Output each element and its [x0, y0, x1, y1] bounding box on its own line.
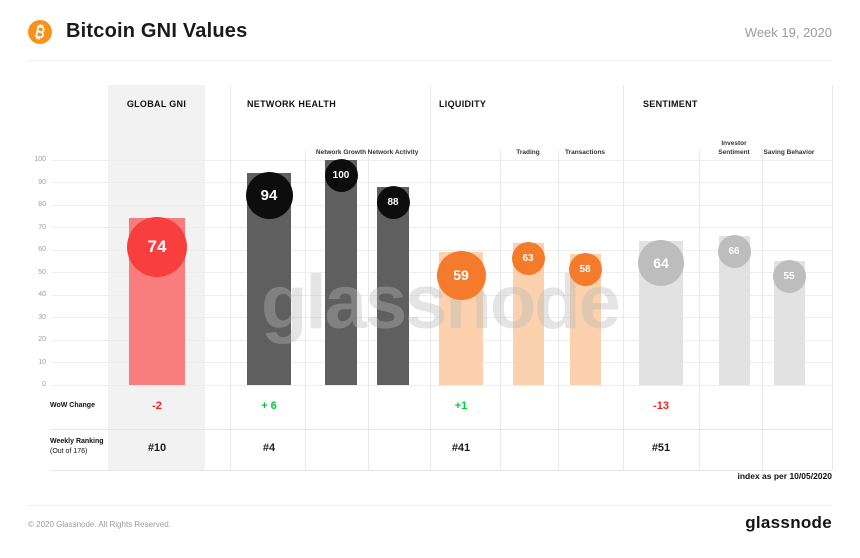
wow-change-value: +1	[454, 400, 468, 412]
glassnode-wordmark: glassnode	[745, 513, 832, 532]
bar-value-circle: 94	[245, 172, 293, 219]
wow-change-value: -13	[653, 400, 669, 412]
gridline	[52, 182, 832, 183]
footer-divider	[28, 505, 832, 506]
column-separator	[762, 150, 763, 470]
column-separator	[500, 150, 501, 470]
y-axis-tick-label: 70	[38, 223, 46, 231]
y-axis-tick-label: 60	[38, 246, 46, 253]
ranking-row-divider	[50, 470, 832, 471]
weekly-ranking-row-sublabel: (Out of 176)	[50, 448, 88, 455]
section-header: SENTIMENT	[643, 99, 698, 109]
y-axis-tick-label: 0	[42, 381, 46, 388]
column-separator	[430, 85, 431, 470]
y-axis-tick-label: 10	[38, 358, 46, 366]
bar-value-circle: 88	[376, 185, 410, 219]
y-axis-tick-label: 100	[34, 156, 46, 163]
bar-value-circle: 74	[127, 217, 187, 277]
column-separator	[699, 150, 700, 470]
wow-change-row-label: WoW Change	[50, 402, 95, 409]
column-separator	[623, 85, 624, 470]
section-header: LIQUIDITY	[439, 99, 487, 109]
column-separator	[305, 150, 306, 470]
bar-sublabel: Investor Sentiment	[718, 139, 750, 157]
bar-sublabel: Network Growth	[315, 149, 367, 157]
weekly-ranking-row-label: Weekly Ranking	[50, 438, 104, 445]
gridline	[52, 249, 832, 251]
section-header: GLOBAL GNI	[126, 99, 187, 109]
section-header: NETWORK HEALTH	[247, 99, 337, 109]
bar-value-circle: 58	[568, 253, 602, 286]
page-title: Bitcoin GNI Values	[66, 20, 248, 42]
weekly-ranking-value: #41	[451, 442, 471, 454]
bar-value-circle: 64	[638, 239, 684, 286]
gridline	[52, 384, 832, 386]
bar	[377, 186, 409, 385]
bar-sublabel: Trading	[516, 149, 540, 157]
y-axis-tick-label: 50	[38, 268, 46, 276]
column-separator	[230, 85, 231, 470]
bar-sublabel: Network Activity	[367, 149, 419, 157]
y-axis-tick-label: 90	[38, 178, 46, 186]
index-date-footnote: index as per 10/05/2020	[737, 471, 832, 481]
y-axis-tick-label: 80	[38, 201, 46, 208]
wow-row-divider	[50, 429, 832, 430]
gridline	[52, 159, 832, 161]
y-axis-tick-label: 40	[38, 291, 46, 298]
gridline	[52, 204, 832, 206]
bar-value-circle: 100	[324, 158, 358, 192]
wow-change-value: + 6	[261, 400, 277, 412]
y-axis-tick-label: 30	[38, 313, 46, 321]
bar-value-circle: 55	[772, 259, 806, 293]
bar-value-circle: 66	[717, 235, 751, 268]
bar-sublabel: Transactions	[564, 149, 606, 157]
copyright-text: © 2020 Glassnode. All Rights Reserved.	[28, 520, 171, 529]
gridline	[52, 227, 832, 228]
column-separator	[558, 150, 559, 470]
week-label: Week 19, 2020	[744, 25, 832, 40]
bitcoin-icon	[28, 20, 52, 44]
weekly-ranking-value: #4	[262, 442, 276, 454]
weekly-ranking-value: #51	[651, 442, 671, 454]
bar-sublabel: Saving Behavior	[763, 149, 815, 157]
bar	[325, 159, 357, 385]
column-separator	[832, 85, 833, 470]
bar-value-circle: 59	[436, 250, 486, 300]
column-separator	[368, 150, 369, 470]
weekly-ranking-value: #10	[147, 442, 167, 454]
header-divider	[28, 60, 832, 61]
y-axis-tick-label: 20	[38, 336, 46, 343]
bar-value-circle: 63	[511, 241, 545, 275]
wow-change-value: -2	[152, 400, 162, 412]
